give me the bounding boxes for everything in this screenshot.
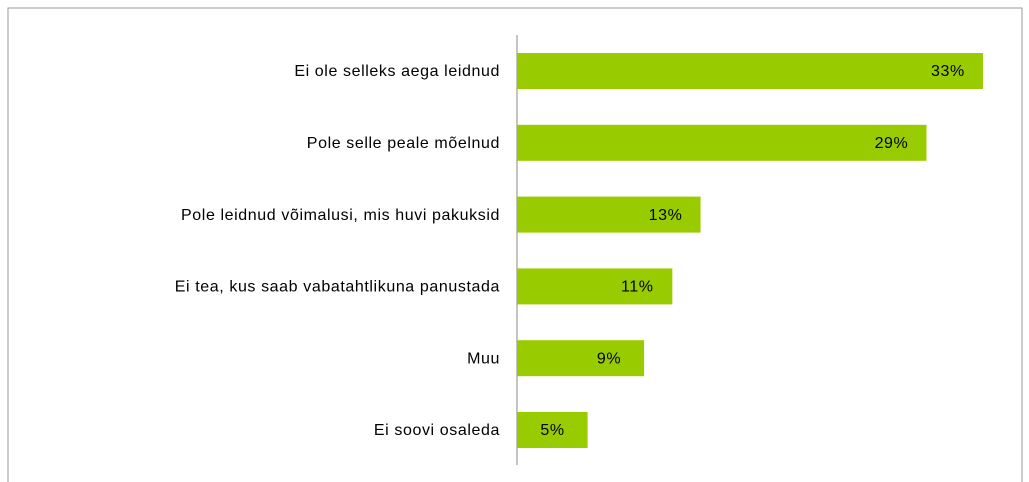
bar xyxy=(517,124,927,161)
bar xyxy=(517,412,588,448)
value-label: 5% xyxy=(540,422,564,439)
value-label: 33% xyxy=(931,63,965,80)
category-label: Pole selle peale mõelnud xyxy=(307,135,500,152)
value-label: 29% xyxy=(875,135,909,152)
category-label: Muu xyxy=(467,350,500,367)
category-label: Ei ole selleks aega leidnud xyxy=(294,63,500,80)
bar xyxy=(517,340,645,377)
value-label: 13% xyxy=(649,207,683,224)
value-label: 11% xyxy=(621,279,654,296)
category-label: Ei tea, kus saab vabatahtlikuna panustad… xyxy=(175,279,500,296)
bar xyxy=(517,196,701,233)
value-label: 9% xyxy=(597,350,621,367)
category-label: Pole leidnud võimalusi, mis huvi pakuksi… xyxy=(181,207,500,224)
category-label: Ei soovi osaleda xyxy=(374,422,500,439)
bar xyxy=(517,268,673,305)
frame xyxy=(7,7,1023,482)
bar xyxy=(517,53,983,89)
